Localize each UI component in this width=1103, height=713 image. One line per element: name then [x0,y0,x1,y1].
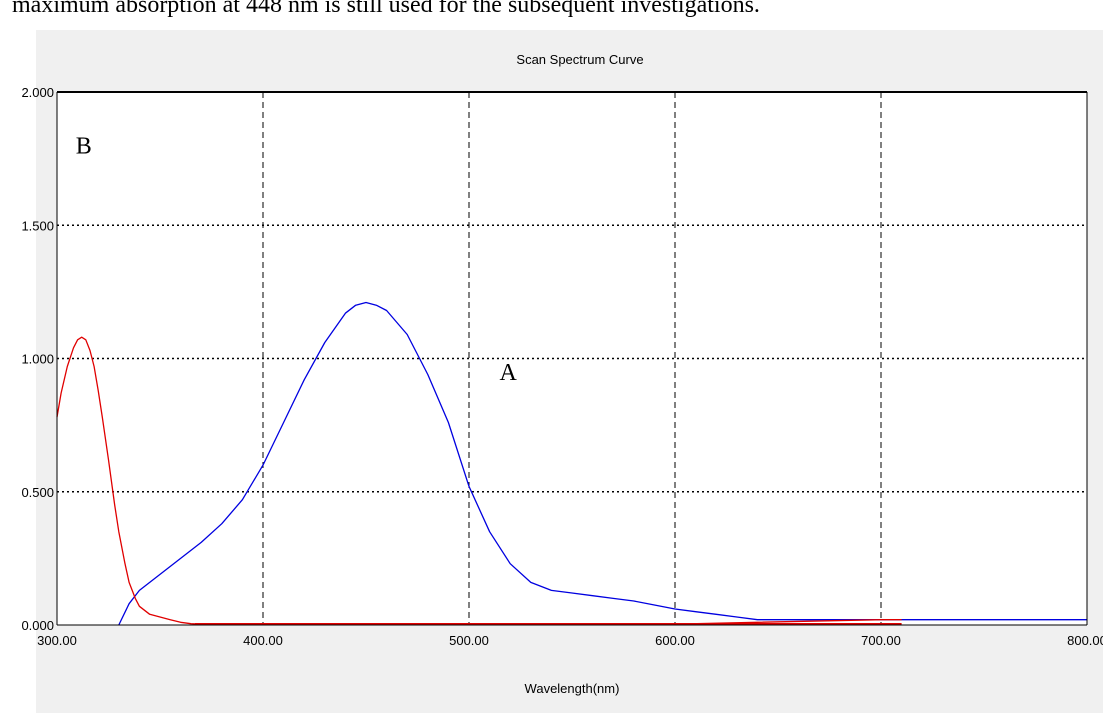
caption-text: maximum absorption at 448 nm is still us… [12,0,760,18]
y-tick-label: 0.500 [21,485,54,500]
y-tick-label: 1.500 [21,218,54,233]
x-tick-label: 300.00 [37,633,77,648]
y-tick-label: 0.000 [21,618,54,633]
x-tick-label: 500.00 [449,633,489,648]
x-tick-label: 700.00 [861,633,901,648]
grid-lines [57,92,1087,625]
x-tick-label: 400.00 [243,633,283,648]
x-axis-label: Wavelength(nm) [525,681,620,696]
chart-title: Scan Spectrum Curve [516,52,643,67]
y-tick-label: 2.000 [21,85,54,100]
x-tick-label: 600.00 [655,633,695,648]
series-line-a [118,301,1087,626]
annotation-label: B [76,133,92,159]
y-tick-label: 1.000 [21,352,54,367]
x-tick-label: 800.00 [1067,633,1103,648]
series-layer [56,301,1087,626]
tick-labels: 0.000 0.500 1.000 1.500 2.000 300.00 400.00 500… [21,85,1103,648]
annotation-label: A [499,360,517,386]
annotations: BA [76,133,518,386]
